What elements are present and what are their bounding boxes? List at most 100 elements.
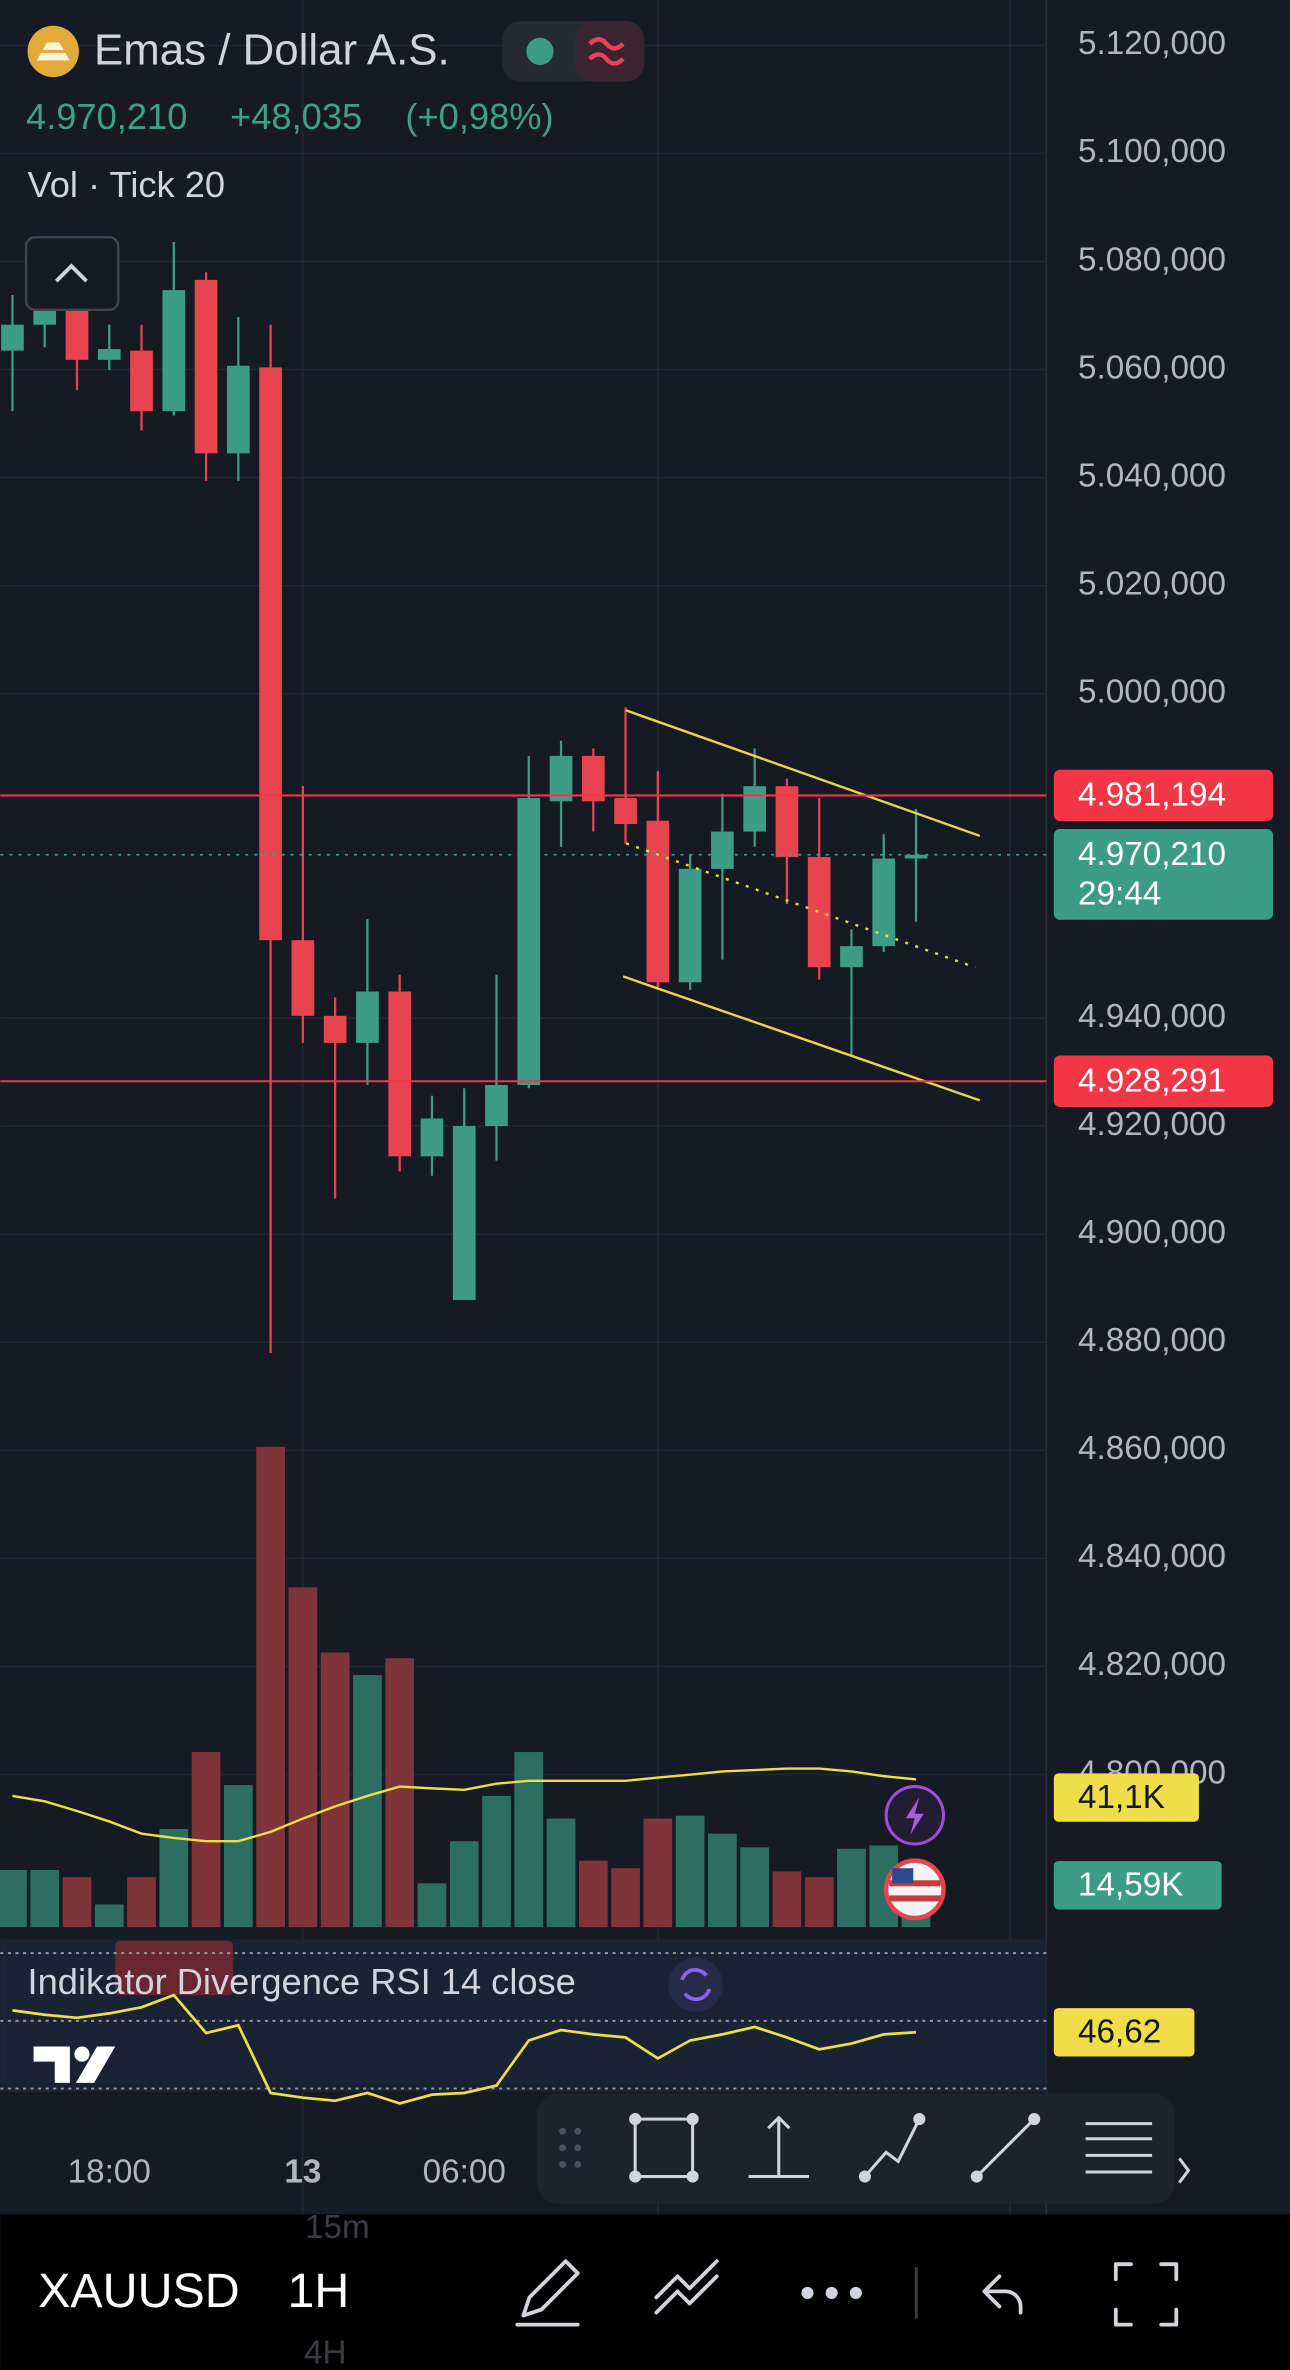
flag-stripe — [889, 1895, 941, 1902]
volume-ma-line — [12, 1767, 917, 1843]
candle-body — [775, 786, 799, 857]
volume-bar — [514, 1752, 544, 1928]
delay-icon — [588, 37, 625, 66]
candle-body — [904, 854, 928, 859]
fib-tool[interactable] — [1085, 2122, 1153, 2174]
candle-body — [581, 755, 605, 802]
volume-label: 14,59K — [1078, 1867, 1183, 1904]
volume-ma-label: 41,1K — [1078, 1779, 1165, 1816]
candle-body — [872, 858, 896, 947]
bottom-icons — [515, 2259, 1179, 2327]
toolbar-drag-handle[interactable] — [559, 2127, 582, 2168]
candle-body — [485, 1084, 508, 1127]
market-open-dot — [526, 37, 554, 65]
volume-bar — [385, 1658, 415, 1928]
trend-line[interactable] — [622, 975, 981, 1102]
x-tick-label: 13 — [284, 2153, 321, 2190]
volume-bar — [708, 1833, 737, 1928]
last-price-label: 4.970,210 — [1078, 836, 1226, 873]
x-tick-label: 18:00 — [68, 2153, 151, 2190]
y-tick-label: 4.940,000 — [1078, 998, 1226, 1035]
volume-bar — [0, 1869, 27, 1928]
candle-body — [807, 856, 831, 968]
drawing-toolbar — [536, 2093, 1175, 2204]
candle-body — [194, 279, 218, 454]
candle-body — [356, 991, 379, 1043]
volume-bar — [127, 1877, 156, 1928]
fullscreen-button[interactable] — [1113, 2262, 1179, 2327]
flag-canton — [892, 1868, 914, 1884]
volume-bar — [256, 1446, 285, 1928]
volume-indicator-label[interactable]: Vol · Tick 20 — [28, 164, 226, 205]
price-level-label: 4.981,194 — [1078, 777, 1226, 814]
y-tick-label: 5.020,000 — [1078, 565, 1226, 602]
alert-bolt — [905, 1797, 924, 1835]
draw-button[interactable] — [515, 2259, 580, 2327]
candle-body — [614, 798, 637, 824]
volume-bar — [320, 1652, 350, 1928]
undo-button[interactable] — [982, 2274, 1023, 2315]
rsi-title[interactable]: Indikator Divergence RSI 14 close — [28, 1961, 576, 2002]
volume-bar — [94, 1904, 124, 1928]
volume-pane — [0, 1446, 931, 1928]
header-change-pct: (+0,98%) — [405, 96, 553, 137]
toolbar-more[interactable] — [1178, 2157, 1191, 2184]
candle-body — [711, 831, 734, 869]
x-tick-label: 06:00 — [423, 2153, 506, 2190]
symbol-name[interactable]: Emas / Dollar A.S. — [94, 25, 450, 74]
volume-bar — [643, 1818, 673, 1928]
bottom-interval[interactable]: 1H — [288, 2264, 350, 2318]
bar-countdown: 29:44 — [1078, 875, 1161, 912]
path-tool[interactable] — [863, 2118, 921, 2178]
candle-body — [549, 755, 573, 802]
volume-bar — [837, 1848, 866, 1928]
tradingview-logo-dot — [74, 2046, 90, 2062]
candle-body — [420, 1118, 444, 1157]
trend-line-dotted[interactable] — [625, 842, 976, 969]
last-price-tag — [1053, 829, 1274, 920]
price-lines — [0, 794, 1047, 1083]
volume-bar — [772, 1871, 802, 1928]
flag-stripe — [889, 1880, 941, 1887]
volume-bar — [740, 1847, 770, 1928]
interval-option[interactable]: 4H — [304, 2335, 347, 2370]
volume-bar — [804, 1877, 834, 1928]
y-tick-label: 5.080,000 — [1078, 241, 1226, 278]
price-axis: 5.120,000 5.100,000 5.080,000 5.060,000 5.04… — [1053, 25, 1274, 2057]
toolbar-icons — [633, 2115, 1191, 2184]
candle-body — [840, 946, 863, 968]
price-level-tag — [1053, 1055, 1274, 1107]
y-tick-label: 5.120,000 — [1078, 25, 1226, 62]
y-tick-label: 5.100,000 — [1078, 133, 1226, 170]
volume-bar — [62, 1877, 92, 1928]
y-tick-label: 4.900,000 — [1078, 1214, 1226, 1251]
trend-line[interactable] — [625, 709, 981, 837]
volume-bar — [353, 1675, 382, 1928]
rsi-line — [12, 1993, 917, 2105]
trend-line-tool[interactable] — [975, 2118, 1036, 2178]
candle-body — [130, 350, 153, 412]
candle-body — [65, 310, 89, 360]
bottom-symbol[interactable]: XAUUSD — [38, 2264, 240, 2318]
tradingview-logo — [33, 2046, 116, 2083]
rsi-settings-button[interactable] — [668, 1957, 723, 2012]
more-button[interactable] — [801, 2286, 862, 2299]
volume-bar — [159, 1828, 189, 1928]
y-tick-label: 4.840,000 — [1078, 1538, 1226, 1575]
volume-ma-tag — [1053, 1773, 1199, 1822]
volume-bar — [578, 1860, 608, 1928]
indicators-button[interactable] — [654, 2259, 719, 2315]
candle-body — [97, 349, 121, 360]
candle-body — [646, 820, 670, 983]
volume-bar — [288, 1587, 318, 1928]
rsi — [0, 1952, 1047, 2105]
bear-label: Bear — [136, 1959, 200, 1992]
price-level-label: 4.928,291 — [1078, 1063, 1226, 1100]
measure-tool[interactable] — [748, 2115, 809, 2179]
collapse-button[interactable] — [24, 236, 120, 311]
interval-option[interactable]: 15m — [305, 2209, 370, 2246]
rectangle-tool[interactable] — [633, 2117, 695, 2179]
candle-body — [33, 310, 57, 325]
